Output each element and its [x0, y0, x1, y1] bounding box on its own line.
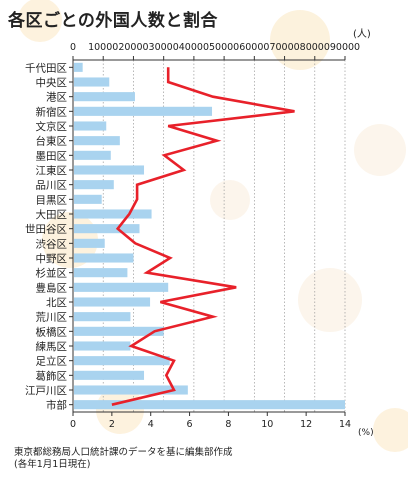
bar — [74, 209, 152, 219]
bottom-tick-label: 12 — [300, 419, 312, 430]
bar — [74, 194, 102, 204]
top-tick-label: 80000 — [300, 42, 330, 53]
bar — [74, 356, 170, 366]
bar — [74, 136, 120, 146]
category-label: 豊島区 — [36, 281, 68, 294]
category-label: 江戸川区 — [25, 385, 67, 397]
category-label: 新宿区 — [36, 105, 68, 118]
top-tick-label: 0 — [70, 42, 76, 53]
category-label: 板橋区 — [36, 325, 68, 338]
bottom-tick-label: 6 — [187, 419, 193, 430]
category-label: 港区 — [46, 92, 67, 104]
top-tick-label: 50000 — [209, 42, 239, 53]
bar — [74, 370, 145, 380]
bar — [74, 106, 213, 116]
bar — [74, 341, 131, 351]
category-label: 江東区 — [36, 164, 68, 177]
top-tick-label: 20000 — [118, 42, 148, 53]
category-label: 北区 — [46, 297, 67, 309]
source-note: 東京都総務局人口統計課のデータを基に編集部作成 — [14, 447, 233, 458]
category-label: 足立区 — [36, 355, 68, 368]
bar — [74, 180, 114, 190]
category-label: 品川区 — [36, 180, 68, 192]
bottom-axis-unit: (%) — [358, 428, 374, 438]
top-tick-label: 30000 — [149, 42, 179, 53]
category-label: 千代田区 — [25, 62, 67, 74]
bar — [74, 282, 169, 292]
category-label: 台東区 — [36, 135, 68, 148]
bar — [74, 312, 131, 322]
category-label: 文京区 — [36, 120, 68, 133]
bar — [74, 326, 164, 336]
chart-title: 各区ごとの外国人数と割合 — [8, 11, 218, 31]
bar — [74, 121, 107, 131]
top-axis-unit: (人) — [353, 29, 371, 40]
category-label: 大田区 — [36, 208, 68, 221]
category-label: 杉並区 — [36, 267, 68, 280]
top-tick-label: 10000 — [88, 42, 118, 53]
bar — [74, 62, 83, 72]
bar — [74, 297, 151, 307]
category-label: 墨田区 — [36, 150, 68, 162]
category-label: 練馬区 — [36, 340, 68, 353]
bottom-tick-label: 2 — [109, 419, 115, 430]
category-label: 世田谷区 — [25, 224, 67, 236]
bar — [74, 224, 140, 234]
date-note: (各年1月1日現在) — [14, 459, 91, 470]
bar — [74, 77, 110, 87]
bar — [74, 165, 145, 175]
top-tick-label: 40000 — [179, 42, 209, 53]
bottom-tick-label: 4 — [148, 419, 154, 430]
category-label: 中野区 — [36, 252, 68, 265]
bar — [74, 253, 134, 263]
category-label: 中央区 — [36, 76, 68, 89]
bar — [74, 268, 128, 278]
bottom-tick-label: 8 — [225, 419, 231, 430]
category-label: 渋谷区 — [36, 237, 68, 250]
category-label: 目黒区 — [36, 194, 68, 206]
bar — [74, 400, 345, 410]
bar — [74, 150, 111, 160]
category-label: 市部 — [46, 399, 67, 412]
bar — [74, 238, 105, 248]
bottom-tick-label: 14 — [339, 419, 351, 430]
percentage-line — [111, 67, 295, 406]
bar — [74, 92, 135, 102]
bar — [74, 385, 188, 395]
top-tick-label: 70000 — [269, 42, 299, 53]
bottom-tick-label: 10 — [261, 419, 273, 430]
category-label: 荒川区 — [36, 312, 68, 324]
bottom-tick-label: 0 — [70, 419, 76, 430]
top-tick-label: 60000 — [239, 42, 269, 53]
category-label: 葛飾区 — [36, 369, 68, 382]
top-tick-label: 90000 — [330, 42, 360, 53]
